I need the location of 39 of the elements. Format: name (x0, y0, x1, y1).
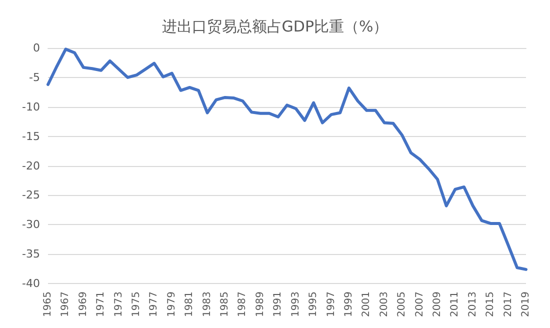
x-tick-label: 1969 (78, 292, 89, 318)
x-tick-label: 1989 (254, 292, 266, 318)
x-tick-label: 1973 (113, 292, 124, 318)
y-tick-label: -35 (22, 248, 40, 261)
x-tick-label: 1997 (326, 292, 337, 318)
x-tick-label: 1967 (60, 292, 72, 318)
y-tick-label: -25 (22, 188, 40, 202)
x-tick-label: 2011 (450, 292, 461, 318)
x-tick-label: 1987 (237, 292, 248, 318)
x-tick-label: 2005 (396, 292, 408, 318)
x-tick-label: 1977 (148, 292, 160, 318)
x-tick-label: 1985 (220, 292, 231, 318)
y-tick-label: -10 (22, 100, 40, 114)
y-tick-label: 0 (33, 42, 40, 54)
x-tick-label: 1975 (131, 292, 142, 318)
y-tick-label: -30 (22, 218, 40, 232)
chart-title: 进出口贸易总额占GDP比重（%） (162, 18, 388, 36)
x-tick-label: 1979 (166, 292, 178, 318)
x-tick-label: 1999 (343, 292, 354, 318)
x-tick-label: 2003 (378, 292, 390, 318)
y-tick-label: -15 (22, 130, 40, 143)
x-tick-label: 2015 (485, 292, 496, 318)
x-tick-label: 2009 (432, 292, 443, 318)
line-series (46, 48, 528, 271)
x-tick-label: 1991 (272, 292, 284, 318)
x-tick-label: 2001 (361, 292, 372, 318)
x-tick-label: 1971 (96, 292, 107, 318)
x-tick-label: 1983 (202, 292, 213, 318)
x-tick-label: 1965 (42, 292, 54, 318)
x-tick-label: 1993 (290, 292, 302, 318)
x-tick-label: 1981 (184, 292, 196, 318)
x-tick-label: 2007 (414, 292, 426, 318)
x-tick-label: 2013 (467, 292, 478, 318)
x-tick-label: 2019 (520, 292, 532, 318)
y-tick-label: -40 (22, 277, 40, 290)
x-tick-label: 2017 (502, 292, 514, 318)
x-tick-label: 1995 (308, 292, 320, 318)
y-tick-label: -5 (29, 70, 40, 84)
y-tick-label: -20 (22, 159, 40, 172)
